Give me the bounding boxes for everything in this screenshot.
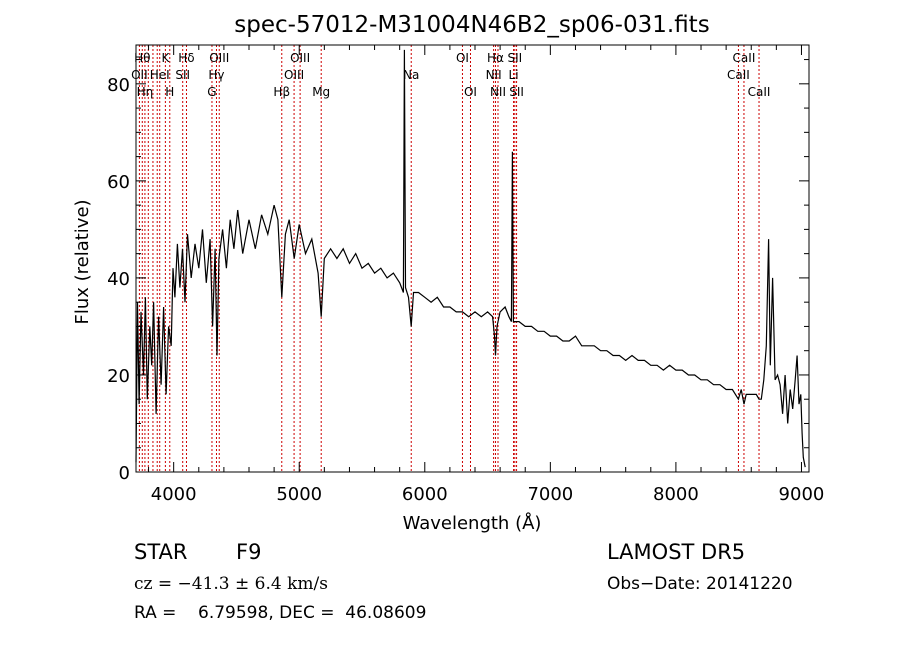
survey-name: LAMOST DR5 — [607, 540, 746, 564]
line-label-10: Hδ — [178, 51, 194, 65]
x-tick-label-5: 9000 — [779, 484, 825, 505]
line-label-22: Hα — [487, 51, 504, 65]
y-tick-label-1: 20 — [107, 366, 130, 387]
object-subclass: F9 — [236, 540, 262, 564]
line-label-26: SII — [509, 85, 524, 99]
x-tick-label-4: 8000 — [653, 484, 699, 505]
line-label-11: G — [207, 85, 216, 99]
spectral-line-markers — [138, 45, 760, 472]
spectrum-line — [135, 49, 806, 468]
object-type: STAR — [134, 540, 188, 564]
x-tick-label-2: 6000 — [402, 484, 448, 505]
line-label-13: OIII — [209, 51, 229, 65]
line-label-19: OI — [456, 51, 469, 65]
line-label-1: Hθ — [134, 51, 150, 65]
spectral-line-labels: OIIHθHηHeIKHSIIHδGHγOIIIHβOIIIOIIIMgNaOI… — [131, 51, 770, 99]
line-label-24: Li — [509, 68, 519, 82]
x-tick-label-0: 4000 — [151, 484, 197, 505]
line-label-20: OI — [464, 85, 477, 99]
line-label-29: CaII — [748, 85, 771, 99]
line-label-21: NII — [486, 68, 502, 82]
y-tick-label-0: 0 — [119, 463, 130, 484]
line-label-16: OIII — [290, 51, 310, 65]
y-tick-label-3: 60 — [107, 172, 130, 193]
y-tick-label-4: 80 — [107, 75, 130, 96]
coordinates: RA = 6.79598, DEC = 46.08609 — [134, 603, 427, 623]
line-label-15: OIII — [284, 68, 304, 82]
x-axis-ticks: 4000 5000 6000 7000 8000 9000 — [148, 45, 825, 505]
line-label-28: CaII — [733, 51, 756, 65]
x-tick-label-3: 7000 — [527, 484, 573, 505]
line-label-6: HeI — [150, 68, 170, 82]
x-axis-label: Wavelength (Å) — [403, 512, 542, 534]
line-label-27: CaII — [727, 68, 750, 82]
line-label-23: NII — [490, 85, 506, 99]
line-label-12: Hγ — [208, 68, 224, 82]
line-label-7: K — [161, 51, 170, 65]
y-axis-ticks: 0 20 40 60 80 — [107, 59, 809, 484]
line-label-2: Hη — [137, 85, 154, 99]
y-tick-label-2: 40 — [107, 269, 130, 290]
line-label-14: Hβ — [273, 85, 290, 99]
line-label-9: SII — [175, 68, 190, 82]
line-label-25: SII — [507, 51, 522, 65]
observation-date: Obs−Date: 20141220 — [607, 574, 793, 594]
plot-frame — [135, 44, 810, 473]
x-tick-label-1: 5000 — [276, 484, 322, 505]
line-label-18: Na — [403, 68, 419, 82]
line-label-0: OII — [131, 68, 148, 82]
redshift-value: cz = −41.3 ± 6.4 km/s — [134, 574, 328, 594]
line-label-8: H — [165, 85, 174, 99]
line-label-17: Mg — [312, 85, 330, 99]
y-axis-label: Flux (relative) — [72, 199, 93, 324]
chart-title: spec-57012-M31004N46B2_sp06-031.fits — [234, 12, 709, 38]
